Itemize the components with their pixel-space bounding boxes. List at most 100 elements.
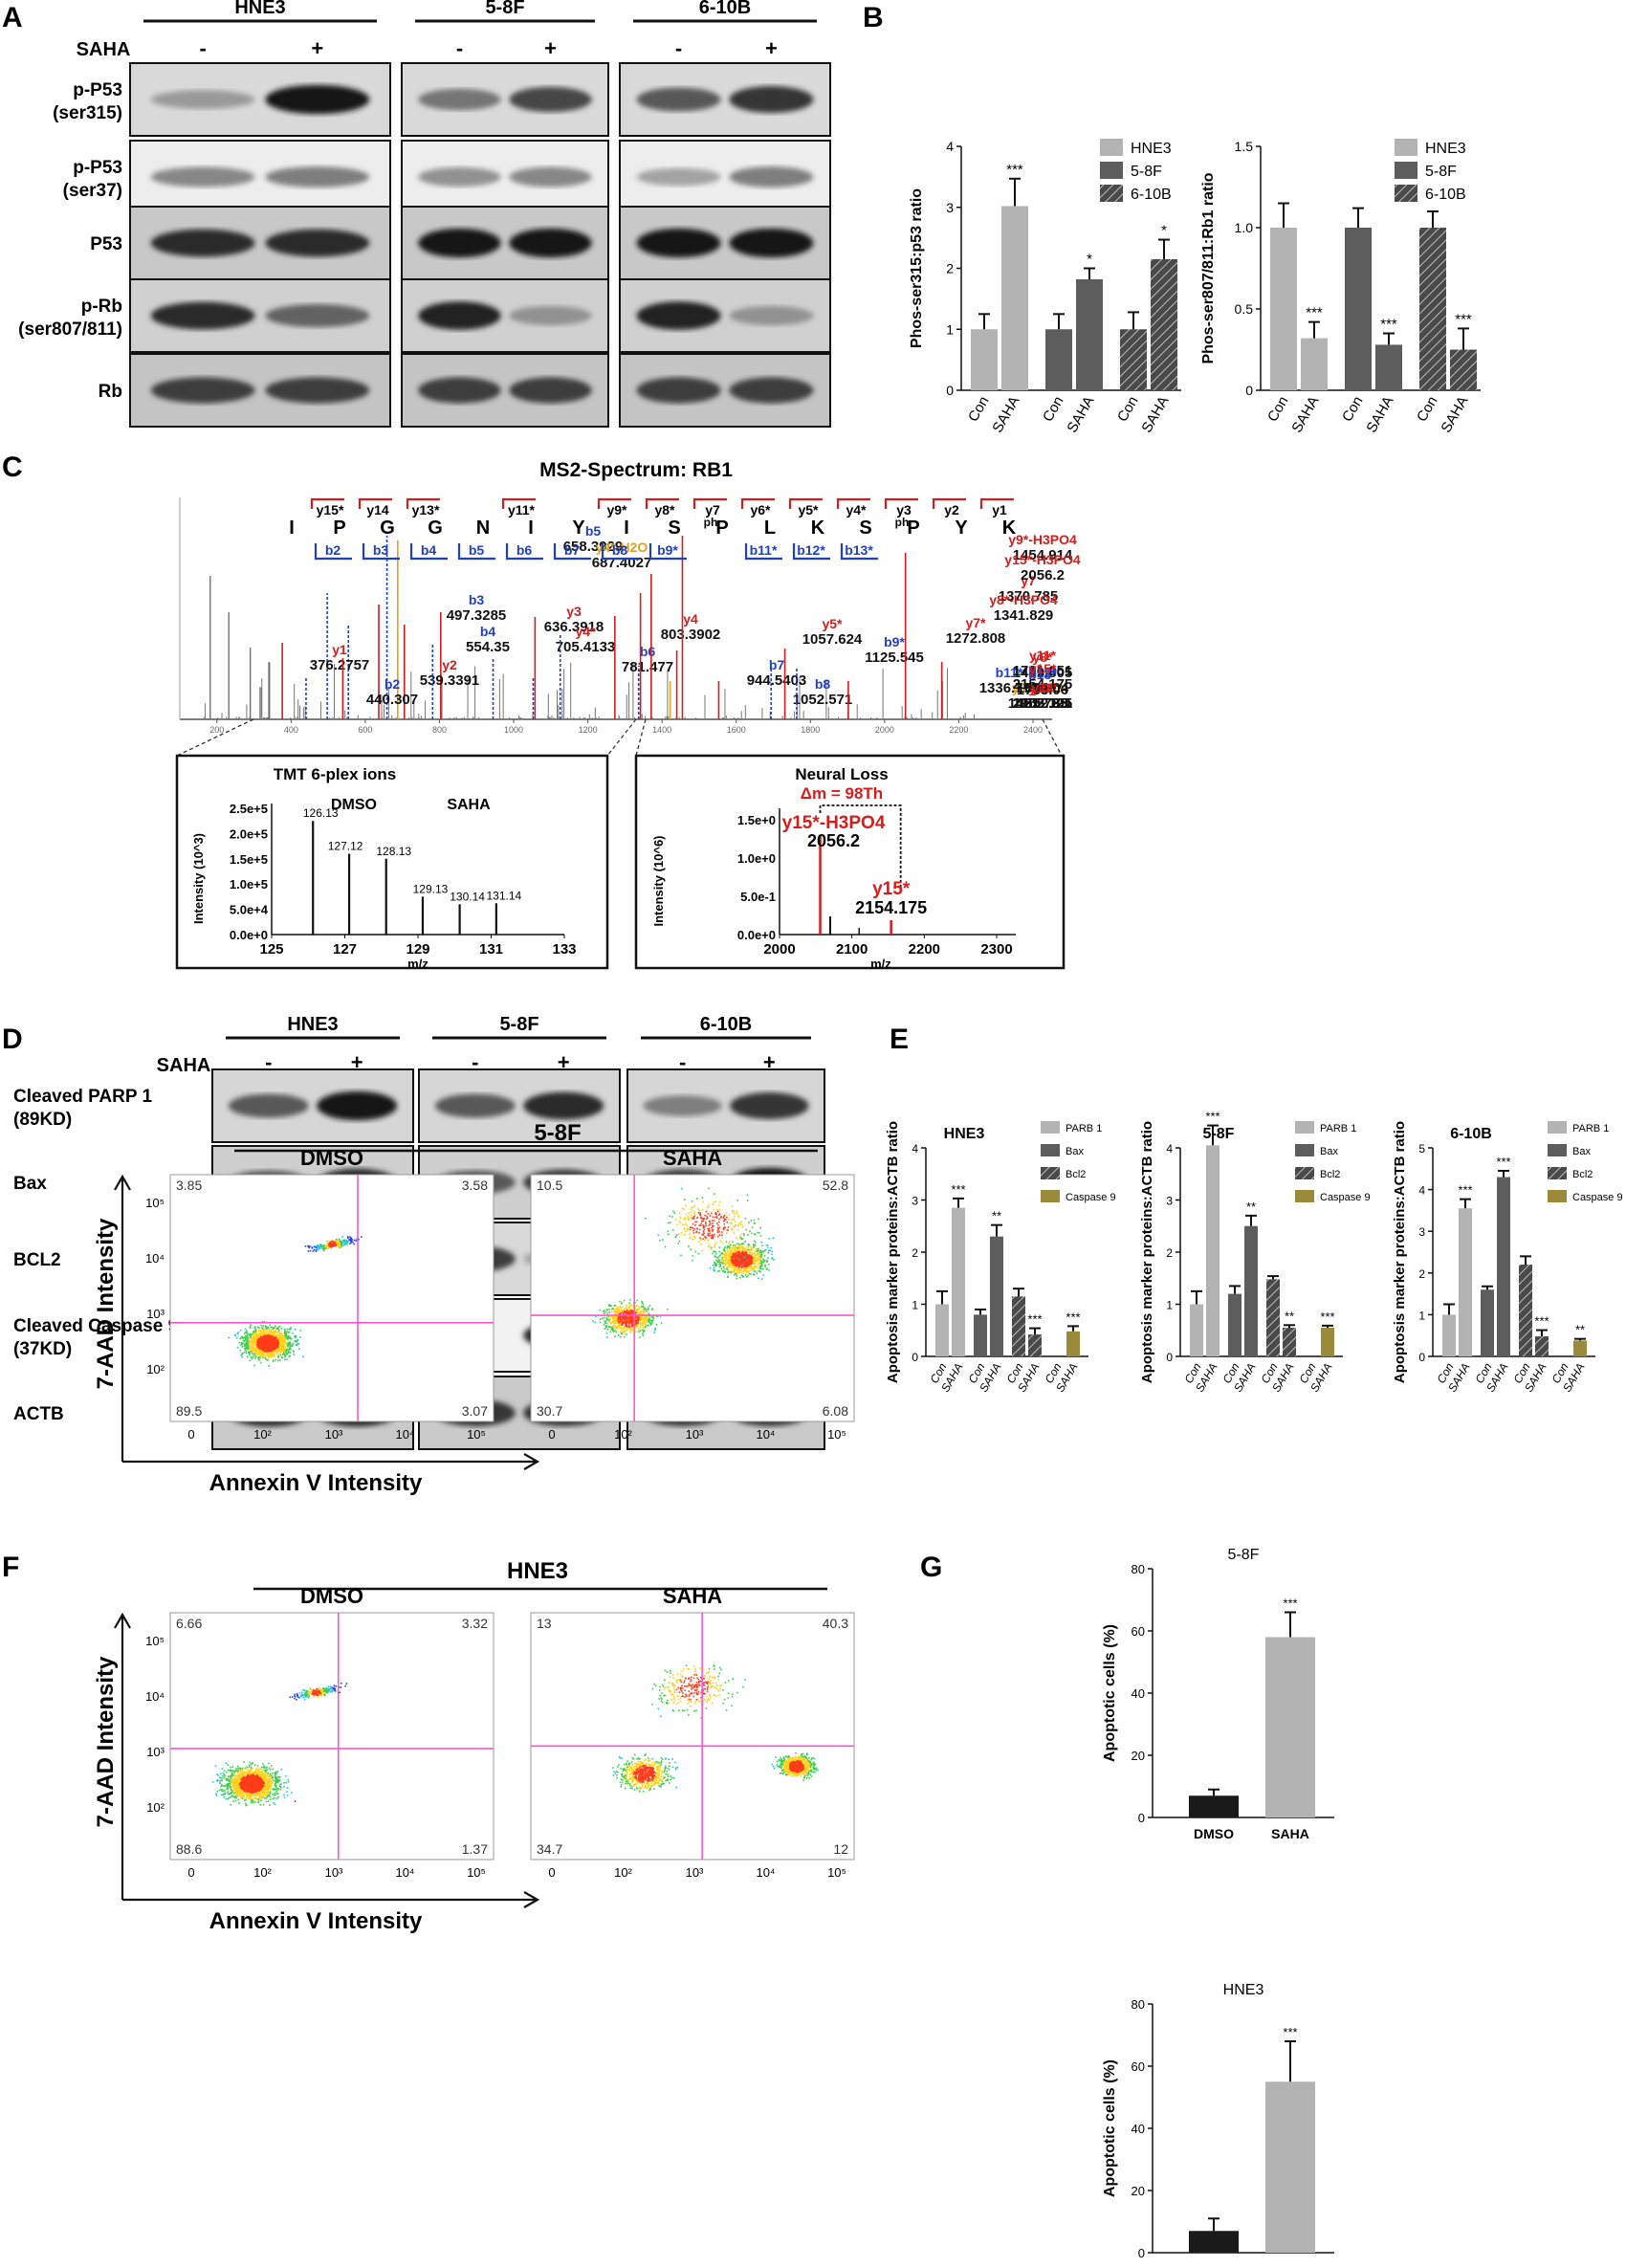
event-dot — [669, 1215, 670, 1217]
event-dot — [762, 1268, 764, 1270]
event-dot — [619, 1301, 621, 1303]
sequence-residue: Y — [572, 517, 585, 539]
y-tick-label: 0.5 — [1235, 301, 1254, 317]
y-ion-label: y11* — [508, 502, 536, 517]
event-dot — [276, 1348, 278, 1350]
significance-mark: *** — [1205, 1110, 1220, 1124]
event-dot — [295, 1329, 297, 1331]
band — [435, 1094, 516, 1118]
sequence-residue: I — [289, 517, 295, 539]
event-dot — [268, 1351, 270, 1353]
event-dot — [326, 1247, 328, 1249]
event-dot — [760, 1268, 762, 1270]
event-dot — [614, 1330, 616, 1332]
event-dot — [258, 1335, 260, 1337]
event-dot — [329, 1243, 331, 1244]
b-ion-label: b13* — [845, 542, 873, 558]
event-dot — [645, 1218, 647, 1220]
event-dot — [707, 1207, 709, 1209]
event-dot — [242, 1338, 244, 1340]
sequence-residue: G — [428, 517, 443, 539]
event-dot — [283, 1343, 285, 1345]
event-dot — [732, 1261, 734, 1263]
quadrant-ll-value: 89.5 — [176, 1403, 202, 1419]
event-dot — [263, 1354, 265, 1355]
event-dot — [744, 1263, 746, 1265]
band — [151, 302, 255, 330]
zoom-guide — [636, 719, 646, 756]
event-dot — [737, 1251, 739, 1253]
event-dot — [698, 1232, 700, 1234]
event-dot — [734, 1247, 736, 1249]
event-dot — [288, 1355, 290, 1357]
event-dot — [755, 1242, 757, 1244]
event-dot — [294, 1340, 296, 1342]
event-dot — [733, 1247, 735, 1249]
event-dot — [727, 1276, 729, 1278]
x-tick-label: 10² — [253, 1427, 272, 1442]
band — [637, 88, 721, 112]
band — [418, 377, 500, 403]
event-dot — [254, 1334, 256, 1336]
mz-label: 944.5403 — [747, 672, 807, 689]
legend-swatch — [1548, 1190, 1567, 1202]
event-dot — [728, 1248, 730, 1250]
event-dot — [736, 1212, 737, 1214]
event-dot — [234, 1793, 236, 1795]
event-dot — [263, 1349, 265, 1351]
event-dot — [331, 1240, 333, 1242]
event-dot — [645, 1327, 647, 1329]
event-dot — [726, 1242, 728, 1244]
event-dot — [642, 1330, 644, 1332]
event-dot — [733, 1263, 735, 1265]
y-tick-label: 3 — [1418, 1225, 1425, 1239]
event-dot — [694, 1251, 696, 1253]
event-dot — [606, 1309, 608, 1310]
zoom-guide — [607, 719, 636, 756]
event-dot — [688, 1220, 690, 1222]
legend-label: 5-8F — [1425, 164, 1457, 180]
peak-mz-label: 2056.2 — [807, 831, 860, 850]
event-dot — [290, 1327, 292, 1329]
y-tick-label: 5.0e-1 — [740, 890, 776, 904]
event-dot — [691, 1227, 692, 1229]
event-dot — [771, 1251, 773, 1253]
category-label: Con — [1264, 394, 1291, 425]
event-dot — [231, 1766, 233, 1768]
event-dot — [644, 1321, 646, 1323]
event-dot — [714, 1266, 715, 1268]
event-dot — [772, 1257, 774, 1259]
y-ion-label: y4* — [846, 502, 867, 517]
event-dot — [711, 1227, 713, 1229]
event-dot — [263, 1346, 265, 1348]
event-dot — [726, 1262, 728, 1264]
event-dot — [755, 1266, 757, 1268]
band — [151, 377, 255, 403]
event-dot — [699, 1229, 701, 1231]
event-dot — [285, 1348, 287, 1350]
event-dot — [709, 1246, 711, 1248]
event-dot — [277, 1356, 279, 1358]
event-dot — [624, 1336, 626, 1338]
event-dot — [607, 1329, 609, 1331]
event-dot — [257, 1357, 259, 1359]
event-dot — [275, 1791, 277, 1793]
event-dot — [756, 1272, 758, 1274]
event-dot — [245, 1351, 247, 1353]
band — [151, 90, 255, 108]
blot-box — [402, 207, 608, 279]
event-dot — [728, 1259, 730, 1261]
x-tick-label: 10³ — [325, 1427, 343, 1442]
event-dot — [710, 1267, 712, 1269]
event-dot — [247, 1355, 249, 1357]
event-dot — [693, 1205, 695, 1207]
event-dot — [719, 1240, 721, 1242]
event-dot — [637, 1317, 639, 1319]
event-dot — [711, 1213, 713, 1215]
significance-mark: *** — [1320, 1310, 1334, 1324]
event-dot — [614, 1305, 616, 1307]
event-dot — [730, 1262, 732, 1264]
event-dot — [741, 1266, 743, 1267]
event-dot — [280, 1334, 282, 1336]
